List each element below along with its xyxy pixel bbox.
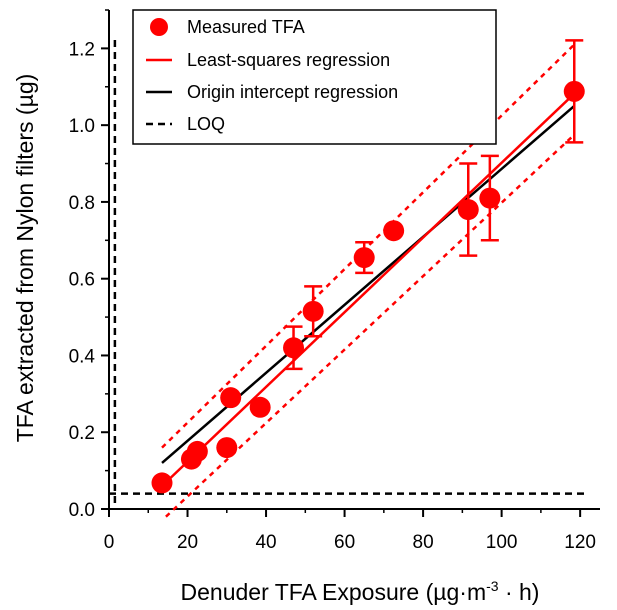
y-axis-title: TFA extracted from Nylon filters (µg) (12, 74, 38, 443)
data-point (302, 300, 324, 322)
legend: Measured TFA Least-squares regression Or… (132, 9, 497, 145)
data-point (479, 187, 501, 209)
data-point (186, 440, 208, 462)
data-points (151, 80, 585, 494)
legend-label-measured: Measured TFA (187, 17, 305, 37)
origin-intercept-regression-line (161, 105, 576, 464)
legend-box (132, 9, 497, 145)
x-tick-label: 60 (334, 532, 355, 553)
data-point (220, 387, 242, 409)
x-tick-label: 20 (177, 532, 198, 553)
data-point (216, 437, 238, 459)
y-tick-label: 0.8 (69, 193, 95, 214)
x-tick-label: 80 (413, 532, 434, 553)
data-point (249, 396, 271, 418)
axis-ticks: 0 20 40 60 80 100 120 0.0 0.2 0.4 0.6 0.8 1.0 1.2 (69, 9, 596, 553)
x-tick-label: 100 (486, 532, 518, 553)
x-tick-label: 120 (564, 532, 596, 553)
y-tick-label: 1.2 (69, 39, 95, 60)
y-tick-label: 1.0 (69, 116, 95, 137)
x-axis-title: Denuder TFA Exposure (µg·m-3 · h) (181, 578, 540, 605)
legend-label-loq: LOQ (187, 114, 225, 134)
loq-lines (109, 40, 588, 509)
data-point (383, 220, 405, 242)
data-point (151, 472, 173, 494)
x-tick-label: 0 (104, 532, 115, 553)
confidence-band-upper-line (161, 43, 576, 449)
y-tick-label: 0.0 (69, 500, 95, 521)
regression-lines (161, 92, 576, 487)
y-tick-label: 0.2 (69, 423, 95, 444)
data-point (563, 80, 585, 102)
y-tick-label: 0.4 (69, 346, 96, 367)
legend-label-origin: Origin intercept regression (187, 82, 398, 102)
legend-marker-measured (150, 18, 168, 36)
y-tick-label: 0.6 (69, 270, 95, 291)
legend-label-least-squares: Least-squares regression (187, 50, 390, 70)
least-squares-regression-line (161, 92, 576, 487)
chart-axes (108, 10, 600, 510)
data-point (283, 337, 305, 359)
confidence-band-lower-line (165, 133, 576, 518)
data-point (353, 247, 375, 269)
data-point (457, 199, 479, 221)
x-tick-label: 40 (255, 532, 276, 553)
